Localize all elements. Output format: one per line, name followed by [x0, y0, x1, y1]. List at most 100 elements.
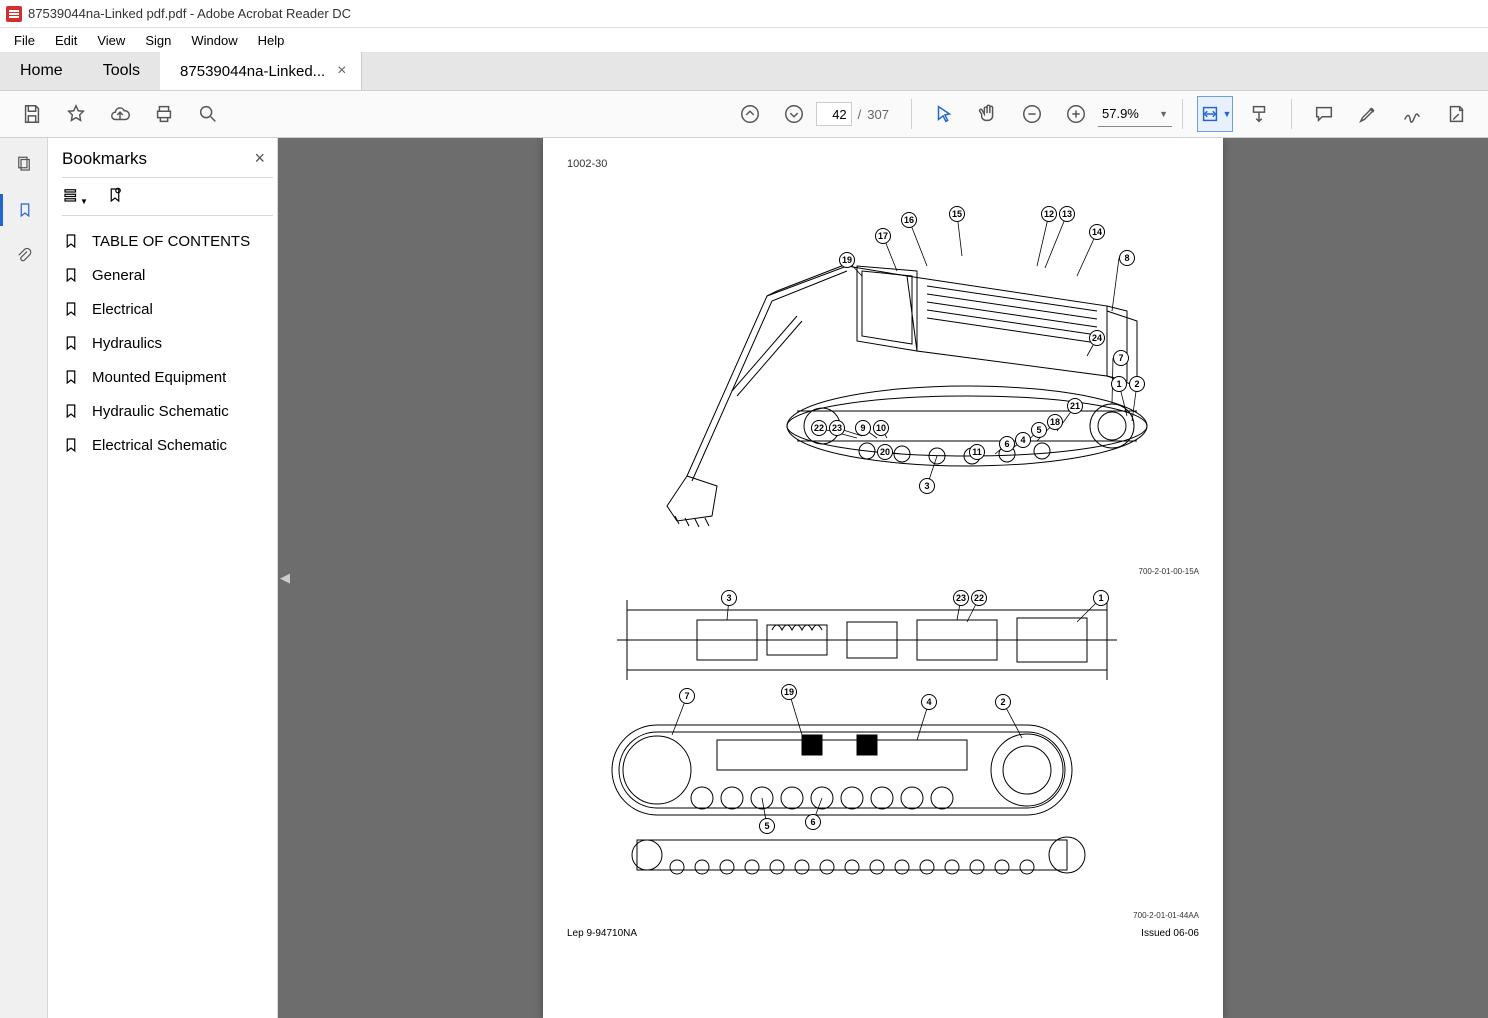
bookmark-item[interactable]: Hydraulic Schematic [62, 394, 273, 428]
tabbar: Home Tools 87539044na-Linked... × [0, 52, 1488, 90]
bookmarks-panel: Bookmarks × ▼ TABLE OF CONTENTS General … [48, 138, 278, 1018]
callout-bubble: 22 [971, 590, 987, 606]
bookmark-find-icon[interactable] [106, 186, 124, 207]
callout-bubble: 15 [949, 206, 965, 222]
callout-bubble: 12 [1041, 206, 1057, 222]
callout-bubble: 20 [877, 444, 893, 460]
menu-help[interactable]: Help [248, 31, 295, 50]
menubar: File Edit View Sign Window Help [0, 28, 1488, 52]
menu-sign[interactable]: Sign [135, 31, 181, 50]
callout-bubble: 11 [969, 444, 985, 460]
highlight-icon[interactable] [1350, 96, 1386, 132]
callout-bubble: 4 [1015, 432, 1031, 448]
callout-bubble: 19 [781, 684, 797, 700]
callout-bubble: 9 [855, 420, 871, 436]
sign-icon[interactable] [1394, 96, 1430, 132]
callout-bubble: 5 [1031, 422, 1047, 438]
zoom-select[interactable]: 57.9% ▼ [1098, 101, 1172, 127]
tab-tools[interactable]: Tools [83, 52, 160, 90]
callout-bubble: 7 [679, 688, 695, 704]
zoom-value: 57.9% [1102, 106, 1139, 121]
navigation-strip [0, 138, 48, 1018]
menu-edit[interactable]: Edit [45, 31, 87, 50]
callout-bubble: 3 [919, 478, 935, 494]
fit-width-icon[interactable]: ▼ [1197, 96, 1233, 132]
callout-bubble: 24 [1089, 330, 1105, 346]
footer-right: Issued 06-06 [1141, 928, 1199, 939]
callout-bubble: 3 [721, 590, 737, 606]
bookmark-item[interactable]: TABLE OF CONTENTS [62, 224, 273, 258]
callout-bubble: 23 [953, 590, 969, 606]
callout-bubble: 8 [1119, 250, 1135, 266]
page-up-icon[interactable] [732, 96, 768, 132]
close-icon[interactable]: × [337, 62, 346, 80]
tab-document[interactable]: 87539044na-Linked... × [160, 52, 361, 90]
callout-bubble: 14 [1089, 224, 1105, 240]
chevron-down-icon: ▼ [1159, 109, 1168, 119]
figure2-ref: 700-2-01-01-44AA [1133, 911, 1199, 920]
page-footer: Lep 9-94710NA Issued 06-06 [567, 928, 1199, 939]
menu-file[interactable]: File [4, 31, 45, 50]
menu-window[interactable]: Window [181, 31, 247, 50]
callout-bubble: 21 [1067, 398, 1083, 414]
page-header-ref: 1002-30 [567, 158, 1199, 170]
figure1-ref: 700-2-01-00-15A [1139, 567, 1199, 576]
search-icon[interactable] [190, 96, 226, 132]
zoom-in-icon[interactable] [1058, 96, 1094, 132]
callout-bubble: 6 [805, 814, 821, 830]
callout-bubble: 4 [921, 694, 937, 710]
print-icon[interactable] [146, 96, 182, 132]
callout-bubble: 2 [995, 694, 1011, 710]
callout-bubble: 7 [1113, 350, 1129, 366]
collapse-panel-icon[interactable]: ◀ [278, 558, 292, 598]
callout-bubble: 18 [1047, 414, 1063, 430]
stamp-icon[interactable] [1438, 96, 1474, 132]
callout-bubble: 17 [875, 228, 891, 244]
page-down-icon[interactable] [776, 96, 812, 132]
bookmark-options-icon[interactable]: ▼ [62, 186, 88, 207]
callout-bubble: 1 [1093, 590, 1109, 606]
page-total: 307 [867, 107, 889, 122]
cloud-icon[interactable] [102, 96, 138, 132]
main-area: Bookmarks × ▼ TABLE OF CONTENTS General … [0, 138, 1488, 1018]
bookmark-item[interactable]: General [62, 258, 273, 292]
bookmark-item[interactable]: Electrical Schematic [62, 428, 273, 462]
hand-tool-icon[interactable] [970, 96, 1006, 132]
menu-view[interactable]: View [87, 31, 135, 50]
bookmark-item[interactable]: Mounted Equipment [62, 360, 273, 394]
callout-bubble: 23 [829, 420, 845, 436]
select-tool-icon[interactable] [926, 96, 962, 132]
toolbar: / 307 57.9% ▼ ▼ [0, 90, 1488, 138]
comment-icon[interactable] [1306, 96, 1342, 132]
star-icon[interactable] [58, 96, 94, 132]
close-panel-icon[interactable]: × [254, 148, 273, 169]
page-separator: / [858, 107, 862, 122]
tab-home[interactable]: Home [0, 52, 83, 90]
attachments-icon[interactable] [8, 240, 40, 272]
window-titlebar: 87539044na-Linked pdf.pdf - Adobe Acroba… [0, 0, 1488, 28]
footer-left: Lep 9-94710NA [567, 928, 637, 939]
callout-bubble: 19 [839, 252, 855, 268]
callout-bubble: 5 [759, 818, 775, 834]
callout-bubble: 22 [811, 420, 827, 436]
callout-bubble: 1 [1111, 376, 1127, 392]
bookmarks-list: TABLE OF CONTENTS General Electrical Hyd… [62, 216, 273, 470]
pdf-icon [6, 6, 22, 22]
bookmarks-icon[interactable] [0, 194, 48, 226]
bookmark-item[interactable]: Hydraulics [62, 326, 273, 360]
figure-excavator-iso: 151612131714198247122118546112032223910 … [567, 176, 1199, 576]
thumbnails-icon[interactable] [8, 148, 40, 180]
bookmark-item[interactable]: Electrical [62, 292, 273, 326]
figure-track-views: 3 2322 1 7 19 4 2 5 6 700-2-01-01-44AA [567, 580, 1199, 920]
callout-bubble: 13 [1059, 206, 1075, 222]
callout-bubble: 16 [901, 212, 917, 228]
document-viewer[interactable]: ◀ 1002-30 [278, 138, 1488, 1018]
tab-document-label: 87539044na-Linked... [180, 63, 325, 80]
save-icon[interactable] [14, 96, 50, 132]
callout-bubble: 2 [1129, 376, 1145, 392]
scroll-mode-icon[interactable] [1241, 96, 1277, 132]
callout-bubble: 6 [999, 436, 1015, 452]
zoom-out-icon[interactable] [1014, 96, 1050, 132]
window-title: 87539044na-Linked pdf.pdf - Adobe Acroba… [28, 6, 351, 21]
page-number-input[interactable] [816, 102, 852, 126]
